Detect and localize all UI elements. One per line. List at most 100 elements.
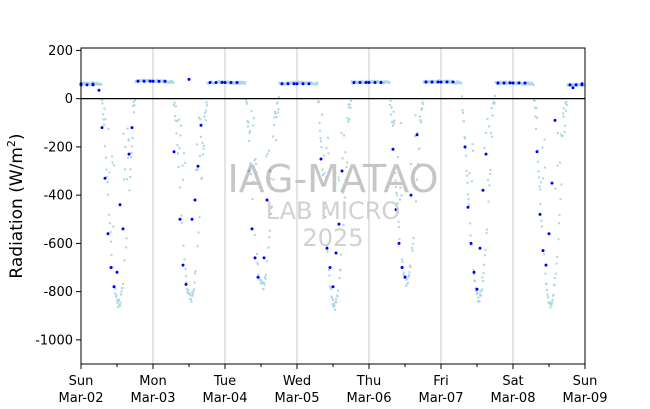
high-frequency-point xyxy=(270,205,274,208)
high-frequency-point xyxy=(122,132,125,136)
high-frequency-point xyxy=(119,301,122,304)
high-frequency-point xyxy=(194,269,197,273)
hourly-point xyxy=(136,79,140,83)
high-frequency-point xyxy=(129,168,132,171)
high-frequency-point xyxy=(179,134,182,137)
high-frequency-point xyxy=(274,112,277,115)
high-frequency-point xyxy=(101,102,104,105)
high-frequency-point xyxy=(488,184,491,187)
high-frequency-point xyxy=(101,113,105,116)
high-frequency-point xyxy=(471,149,475,152)
high-frequency-point xyxy=(318,129,322,132)
high-frequency-point xyxy=(112,164,116,167)
high-frequency-point xyxy=(321,168,324,171)
high-frequency-point xyxy=(556,164,559,167)
hourly-point xyxy=(319,157,323,161)
high-frequency-point xyxy=(564,109,568,113)
high-frequency-point xyxy=(533,99,536,103)
hourly-point xyxy=(280,82,284,86)
hourly-point xyxy=(325,246,329,250)
x-tick-label-day: Sun xyxy=(69,374,94,389)
high-frequency-point xyxy=(274,139,278,142)
high-frequency-point xyxy=(197,231,200,234)
high-frequency-point xyxy=(188,292,191,295)
x-tick-label-date: Mar-03 xyxy=(131,391,176,406)
high-frequency-point xyxy=(481,279,485,283)
x-tick-label-day: Sun xyxy=(573,374,598,389)
hourly-point xyxy=(286,82,290,86)
high-frequency-point xyxy=(560,183,563,186)
high-frequency-point xyxy=(318,121,321,125)
x-tick-label-date: Mar-09 xyxy=(563,391,608,406)
high-frequency-point xyxy=(133,99,137,102)
high-frequency-point xyxy=(563,130,566,134)
x-tick-label-day: Tue xyxy=(213,374,236,389)
hourly-point xyxy=(172,150,176,154)
high-frequency-point xyxy=(251,197,254,201)
high-frequency-point xyxy=(407,275,410,279)
hourly-point xyxy=(538,212,542,216)
high-frequency-point xyxy=(491,114,494,117)
hourly-point xyxy=(337,222,341,226)
high-frequency-point xyxy=(389,113,393,116)
high-frequency-point xyxy=(421,102,425,106)
y-axis: -1000 -800 -600 -400 -200 0 200 xyxy=(35,44,81,348)
hourly-point xyxy=(523,81,527,85)
high-frequency-point xyxy=(532,83,535,87)
high-frequency-point xyxy=(175,119,179,123)
hourly-point xyxy=(430,80,434,84)
high-frequency-point xyxy=(541,146,544,149)
high-frequency-point xyxy=(554,272,558,275)
high-frequency-point xyxy=(182,151,186,155)
hourly-point xyxy=(547,232,551,236)
high-frequency-point xyxy=(252,180,255,183)
hourly-point xyxy=(106,232,110,236)
high-frequency-point xyxy=(327,268,331,272)
hourly-point xyxy=(148,79,152,83)
hourly-point xyxy=(472,270,476,274)
high-frequency-point xyxy=(184,275,188,278)
hourly-point xyxy=(262,256,266,260)
high-frequency-point xyxy=(397,220,400,223)
y-axis-title-sup: 2 xyxy=(5,140,18,147)
high-frequency-point xyxy=(125,178,129,181)
high-frequency-point xyxy=(201,141,204,145)
high-frequency-point xyxy=(392,110,395,114)
hourly-point xyxy=(379,81,383,84)
high-frequency-point xyxy=(469,234,472,237)
high-frequency-point xyxy=(466,181,469,185)
high-frequency-point xyxy=(467,203,471,206)
high-frequency-point xyxy=(399,186,402,189)
high-frequency-point xyxy=(183,161,187,165)
high-frequency-point xyxy=(486,117,489,121)
high-frequency-point xyxy=(483,254,487,257)
high-frequency-point xyxy=(177,165,180,169)
high-frequency-point xyxy=(130,151,133,155)
high-frequency-point xyxy=(535,106,538,110)
high-frequency-point xyxy=(256,263,260,266)
high-frequency-point xyxy=(391,124,395,127)
hourly-point xyxy=(151,79,155,83)
hourly-point xyxy=(481,188,485,192)
high-frequency-point xyxy=(340,131,343,135)
hourly-point xyxy=(517,81,521,85)
high-frequency-point xyxy=(401,260,404,264)
hourly-point xyxy=(568,83,572,87)
high-frequency-point xyxy=(100,83,103,86)
high-frequency-point xyxy=(203,115,206,118)
hourly-point xyxy=(580,83,584,87)
high-frequency-point xyxy=(320,113,324,116)
high-frequency-point xyxy=(106,193,110,196)
high-frequency-point xyxy=(126,156,130,159)
high-frequency-point xyxy=(265,260,269,263)
high-frequency-point xyxy=(205,101,208,104)
hourly-point xyxy=(331,285,335,289)
high-frequency-point xyxy=(126,127,129,130)
y-tick-label: 0 xyxy=(65,92,73,107)
hourly-point xyxy=(409,193,413,197)
high-frequency-point xyxy=(109,230,112,234)
hourly-point xyxy=(328,266,332,269)
high-frequency-point xyxy=(184,267,187,271)
high-frequency-point xyxy=(196,245,199,248)
high-frequency-point xyxy=(490,106,493,110)
